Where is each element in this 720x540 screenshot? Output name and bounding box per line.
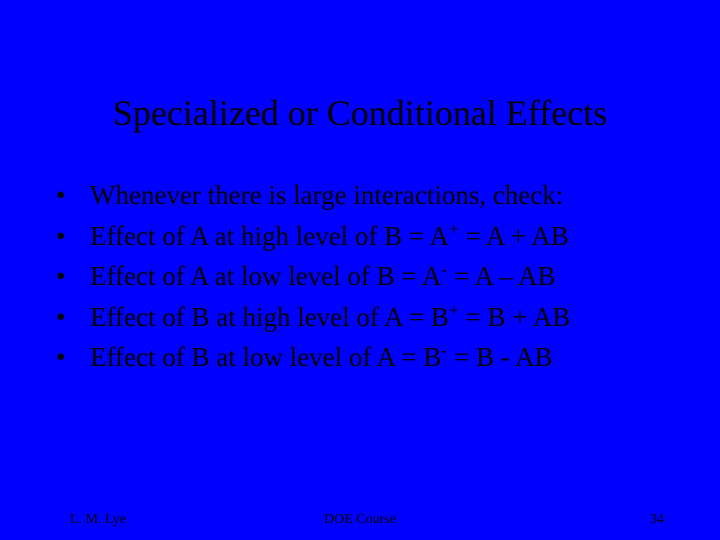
footer-course: DOE Course [0,512,720,528]
bullet-text: Effect of A at high level of B = A+ = A … [90,219,670,254]
bullet-text: Effect of B at low level of A = B- = B -… [90,340,670,375]
bullet-marker: • [50,219,90,254]
list-item: • Whenever there is large interactions, … [50,178,670,213]
footer-page-number: 34 [650,512,664,528]
bullet-marker: • [50,300,90,335]
bullet-marker: • [50,178,90,213]
bullet-text: Whenever there is large interactions, ch… [90,178,670,213]
slide-title: Specialized or Conditional Effects [0,92,720,134]
bullet-marker: • [50,259,90,294]
slide: Specialized or Conditional Effects • Whe… [0,0,720,540]
bullet-text: Effect of B at high level of A = B+ = B … [90,300,670,335]
bullet-marker: • [50,340,90,375]
list-item: • Effect of A at low level of B = A- = A… [50,259,670,294]
bullet-text: Effect of A at low level of B = A- = A –… [90,259,670,294]
list-item: • Effect of A at high level of B = A+ = … [50,219,670,254]
list-item: • Effect of B at low level of A = B- = B… [50,340,670,375]
list-item: • Effect of B at high level of A = B+ = … [50,300,670,335]
bullet-list: • Whenever there is large interactions, … [50,178,670,381]
